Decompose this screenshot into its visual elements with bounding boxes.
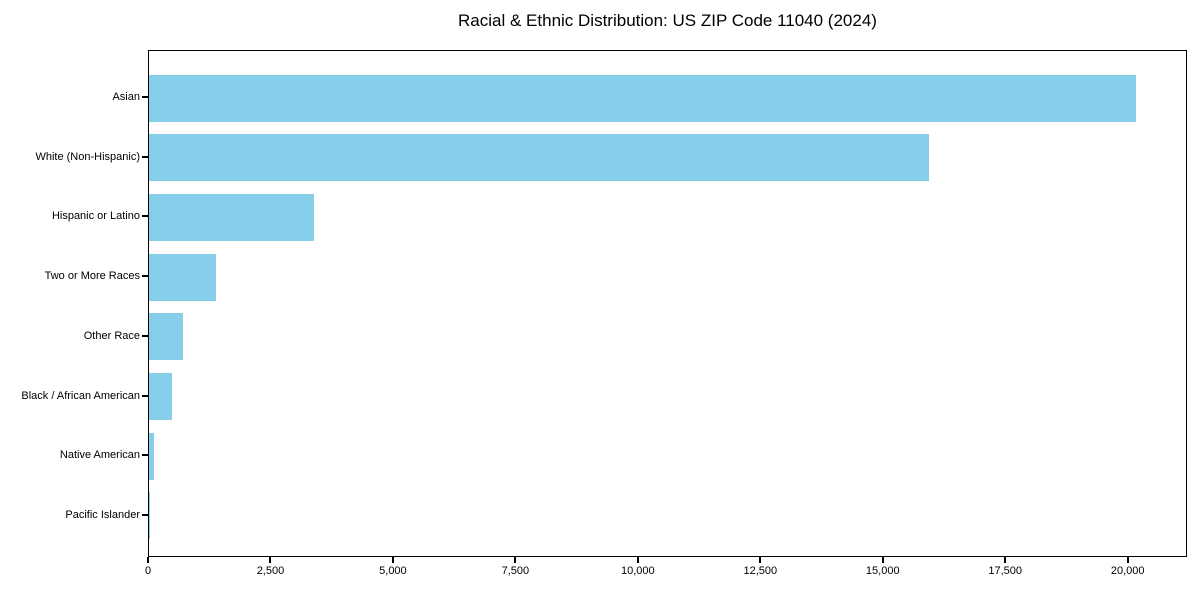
bar-pacific-islander — [149, 492, 150, 540]
y-tick-label-asian: Asian — [112, 91, 140, 103]
y-tick-label-white-non-hispanic: White (Non-Hispanic) — [35, 150, 140, 163]
x-tick-mark — [1004, 557, 1007, 563]
y-tick-mark — [142, 215, 148, 218]
x-tick-mark — [514, 557, 517, 563]
x-tick-mark — [147, 557, 149, 563]
y-tick-mark — [142, 275, 148, 278]
bar-hispanic-or-latino — [149, 193, 314, 241]
bar-black-african-american — [149, 373, 173, 420]
plot-area — [148, 50, 1187, 557]
x-tick-mark — [1126, 557, 1129, 563]
y-tick-label-pacific-islander: Pacific Islander — [65, 508, 140, 521]
y-tick-label-hispanic-or-latino: Hispanic or Latino — [51, 210, 140, 223]
y-tick-mark — [142, 96, 148, 98]
x-tick-label-2500: 2,500 — [256, 565, 285, 577]
x-tick-label-20000: 20,000 — [1110, 565, 1145, 577]
y-tick-mark — [142, 513, 148, 516]
x-tick-label-5000: 5,000 — [379, 565, 407, 577]
y-tick-mark — [142, 334, 148, 337]
x-tick-label-15000: 15,000 — [865, 565, 900, 577]
y-tick-label-two-or-more-races: Two or More Races — [44, 270, 140, 283]
bar-native-american — [149, 432, 154, 480]
bar-asian — [149, 74, 1136, 122]
x-tick-label-10000: 10,000 — [621, 565, 655, 577]
bar-other-race — [149, 313, 183, 361]
x-tick-mark — [759, 557, 762, 563]
y-tick-mark — [142, 454, 148, 457]
y-tick-mark — [142, 155, 148, 158]
x-tick-mark — [636, 557, 639, 563]
bar-white-non-hispanic — [149, 134, 929, 182]
x-tick-label-12500: 12,500 — [743, 565, 778, 577]
bar-two-or-more-races — [149, 253, 217, 301]
x-tick-mark — [391, 557, 394, 563]
x-tick-label-7500: 7,500 — [501, 565, 530, 577]
x-tick-label-0: 0 — [144, 565, 152, 577]
x-tick-mark — [269, 557, 272, 563]
y-tick-label-native-american: Native American — [59, 449, 140, 462]
chart-title: Racial & Ethnic Distribution: US ZIP Cod… — [458, 11, 877, 30]
y-tick-mark — [142, 394, 148, 397]
y-tick-label-black-african-american: Black / African American — [21, 389, 140, 402]
x-tick-mark — [881, 557, 884, 563]
x-tick-label-17500: 17,500 — [988, 565, 1023, 577]
y-tick-label-other-race: Other Race — [83, 329, 140, 342]
